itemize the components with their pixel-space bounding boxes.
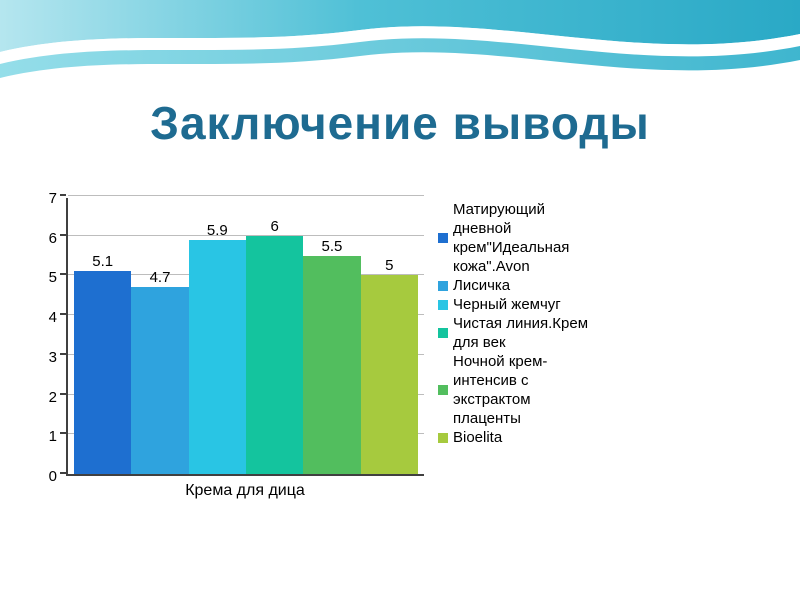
legend-marker-icon — [438, 432, 448, 443]
bar-group-2: 4.7 — [131, 269, 189, 474]
legend-marker-icon — [438, 385, 448, 395]
legend-label: Лисичка — [453, 277, 511, 294]
legend-label: Матирующий дневной крем"Идеальная кожа".… — [453, 201, 570, 275]
y-tick-label: 7 — [48, 190, 57, 207]
gridline — [68, 195, 424, 196]
bar-group-5: 5.5 — [303, 237, 361, 474]
bar-5 — [303, 255, 361, 474]
decorative-wave-banner — [0, 0, 800, 78]
legend-marker-icon — [438, 233, 448, 243]
bar-1 — [74, 271, 132, 474]
y-axis-tick — [60, 352, 66, 355]
bar-value-label: 5.9 — [206, 221, 228, 239]
y-axis-tick — [60, 194, 66, 196]
bar-6 — [360, 275, 418, 474]
bar-chart: 0 1 2 3 4 5 6 7 5.1 4.7 5.9 6 5.5 5 Крема для дица М… — [36, 190, 590, 500]
y-tick-label: 4 — [48, 309, 57, 327]
bar-value-label: 5.1 — [92, 253, 114, 271]
legend-label: Чистая линия.Крем для век — [453, 315, 589, 351]
y-axis-tick — [60, 273, 66, 276]
y-axis-tick — [60, 472, 66, 474]
legend-item-1: Матирующий дневной крем"Идеальная кожа".… — [438, 200, 590, 276]
bar-2 — [131, 287, 189, 474]
bars-group: 5.1 4.7 5.9 6 5.5 5 — [68, 198, 424, 474]
bar-value-label: 5.5 — [321, 237, 343, 255]
legend-marker-icon — [438, 280, 448, 291]
gridline — [68, 234, 424, 236]
x-axis-category-label: Крема для дица — [185, 482, 305, 499]
y-axis-tick — [60, 233, 66, 236]
legend-item-5: Ночной крем-интенсив с экстрактом плацен… — [438, 352, 590, 428]
bar-group-4: 6 — [245, 217, 304, 474]
y-axis: 0 1 2 3 4 5 6 7 — [36, 190, 66, 485]
y-tick-label: 6 — [48, 229, 57, 247]
y-tick-label: 3 — [48, 348, 57, 366]
y-axis-tick — [60, 313, 66, 316]
bar-value-label: 4.7 — [149, 269, 171, 287]
chart-legend: Матирующий дневной крем"Идеальная кожа".… — [438, 198, 590, 500]
legend-item-2: Лисичка — [438, 276, 590, 295]
bar-group-6: 5 — [360, 257, 418, 474]
slide-title: Заключение выводы — [150, 97, 650, 149]
legend-marker-icon — [438, 299, 448, 310]
bar-group-3: 5.9 — [188, 221, 246, 474]
plot-area: 5.1 4.7 5.9 6 5.5 5 — [60, 194, 424, 476]
y-axis-tick — [60, 432, 66, 435]
bar-3 — [188, 239, 246, 474]
bar-group-1: 5.1 — [74, 253, 132, 474]
bar-value-label: 5 — [385, 257, 394, 275]
y-tick-label: 1 — [48, 428, 57, 446]
legend-item-6: Bioelita — [438, 428, 590, 447]
legend-label: Черный жемчуг — [453, 296, 561, 313]
legend-item-3: Черный жемчуг — [438, 295, 590, 314]
legend-label: Ночной крем-интенсив с экстрактом плацен… — [453, 353, 548, 427]
bar-4 — [245, 235, 304, 474]
legend-label: Bioelita — [453, 429, 503, 446]
legend-marker-icon — [438, 328, 448, 338]
y-tick-label: 5 — [48, 269, 57, 287]
legend-item-4: Чистая линия.Крем для век — [438, 314, 590, 352]
y-tick-label: 2 — [48, 388, 57, 406]
chart-main: 0 1 2 3 4 5 6 7 5.1 4.7 5.9 6 5.5 5 Крема для дица — [36, 190, 424, 500]
y-axis-tick — [60, 392, 66, 395]
bar-value-label: 6 — [270, 217, 279, 235]
axis-plot: 0 1 2 3 4 5 6 7 5.1 4.7 5.9 6 5.5 5 — [36, 190, 424, 485]
y-tick-label: 0 — [48, 468, 57, 485]
